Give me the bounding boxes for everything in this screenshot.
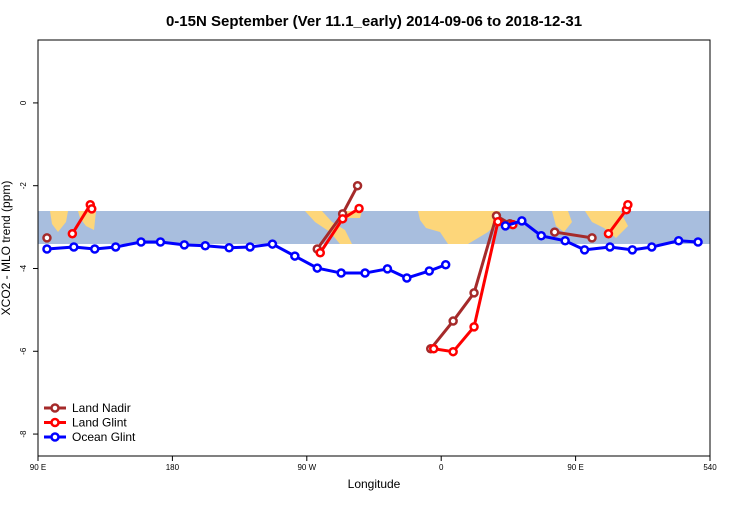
data-point	[448, 346, 458, 357]
map-band	[38, 211, 710, 244]
y-tick-label: -4	[19, 264, 28, 272]
x-tick-label: 90 E	[567, 463, 583, 472]
data-point	[428, 344, 439, 354]
x-tick-label: 180	[166, 463, 180, 472]
data-point	[560, 236, 570, 246]
x-tick-label: 0	[439, 463, 444, 472]
data-point	[382, 264, 393, 274]
data-point	[110, 242, 121, 252]
data-point	[267, 239, 278, 249]
data-point	[469, 288, 479, 298]
data-point	[402, 273, 412, 283]
data-point	[312, 263, 323, 273]
data-point	[647, 242, 657, 252]
data-point	[448, 316, 458, 326]
data-point	[87, 204, 97, 214]
legend-marker	[50, 417, 60, 428]
data-point	[673, 236, 684, 246]
data-point	[42, 244, 52, 254]
data-point	[315, 248, 325, 258]
x-tick-label: 540	[703, 463, 717, 472]
data-point	[605, 242, 615, 252]
legend-label: Ocean Glint	[72, 430, 136, 444]
data-point	[360, 268, 370, 278]
data-point	[693, 237, 703, 247]
data-point	[336, 268, 346, 278]
y-tick-label: -6	[19, 347, 28, 355]
data-point	[623, 199, 633, 210]
data-point	[352, 180, 363, 191]
legend-marker	[50, 403, 60, 413]
data-point	[69, 242, 79, 252]
legend-label: Land Glint	[72, 416, 127, 430]
data-point	[179, 240, 190, 250]
x-tick-label: 90 E	[30, 463, 46, 472]
plot-frame	[37, 39, 711, 457]
legend-marker	[50, 432, 60, 442]
chart-title: 0-15N September (Ver 11.1_early) 2014-09…	[166, 13, 582, 30]
data-point	[549, 227, 560, 237]
data-point	[337, 214, 348, 224]
x-axis-title: Longitude	[348, 477, 401, 491]
data-point	[440, 260, 451, 270]
data-point	[224, 243, 234, 253]
data-point	[517, 216, 527, 226]
legend-label: Land Nadir	[72, 401, 131, 415]
data-point	[627, 245, 638, 255]
x-tick-label: 90 W	[297, 463, 316, 472]
data-point	[42, 233, 52, 243]
data-point	[354, 203, 364, 214]
data-point	[245, 242, 255, 252]
data-point	[155, 237, 166, 247]
data-point	[603, 228, 614, 239]
y-tick-label: -8	[19, 430, 28, 438]
data-point	[579, 245, 590, 255]
data-point	[587, 233, 597, 243]
data-point	[536, 231, 547, 241]
y-tick-label: 0	[19, 100, 28, 105]
data-point	[67, 228, 78, 239]
data-point	[136, 237, 146, 247]
data-point	[500, 221, 511, 231]
data-point	[424, 266, 435, 276]
data-point	[290, 251, 300, 261]
y-tick-label: -2	[19, 182, 28, 190]
y-axis-title: XCO2 - MLO trend (ppm)	[0, 181, 13, 316]
data-point	[200, 240, 211, 251]
data-point	[493, 216, 503, 227]
data-point	[89, 244, 100, 254]
data-point	[469, 322, 479, 332]
